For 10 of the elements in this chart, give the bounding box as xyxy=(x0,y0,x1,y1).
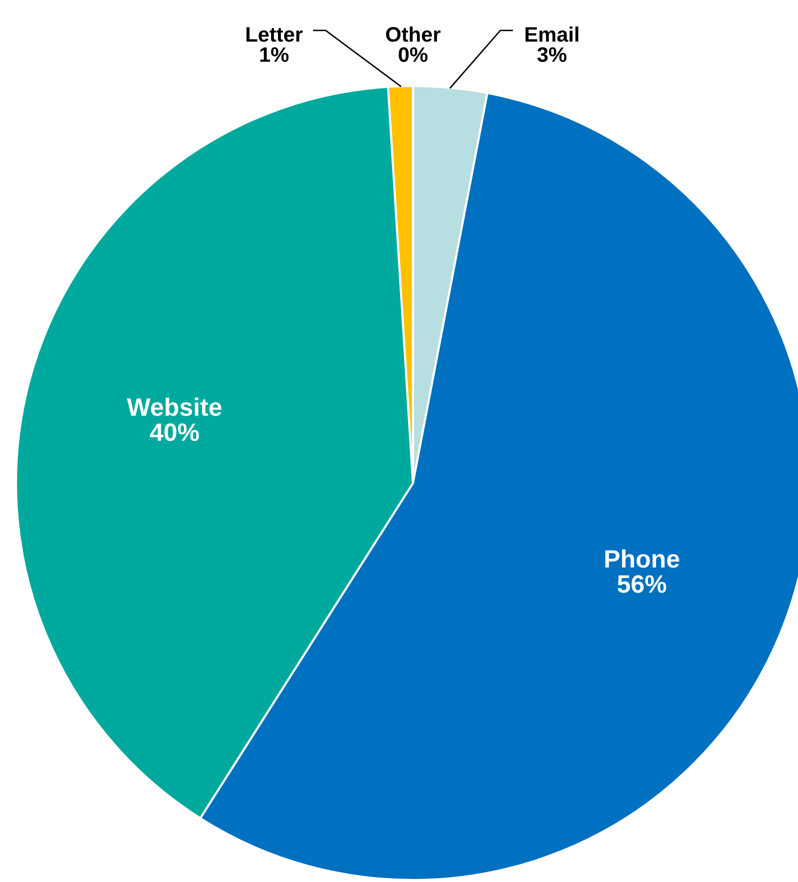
slice-label: Phone xyxy=(605,549,680,568)
text: 0% xyxy=(398,47,428,62)
data-label: 3% xyxy=(537,47,566,62)
slice-label: Email xyxy=(526,26,578,42)
slice-label: Website xyxy=(126,398,222,416)
data-label: 40% xyxy=(150,423,199,442)
slice-label: Letter xyxy=(246,27,303,42)
data-label: 56% xyxy=(618,575,666,593)
data-label: 1% xyxy=(260,47,289,62)
category-label: Other xyxy=(386,26,440,42)
